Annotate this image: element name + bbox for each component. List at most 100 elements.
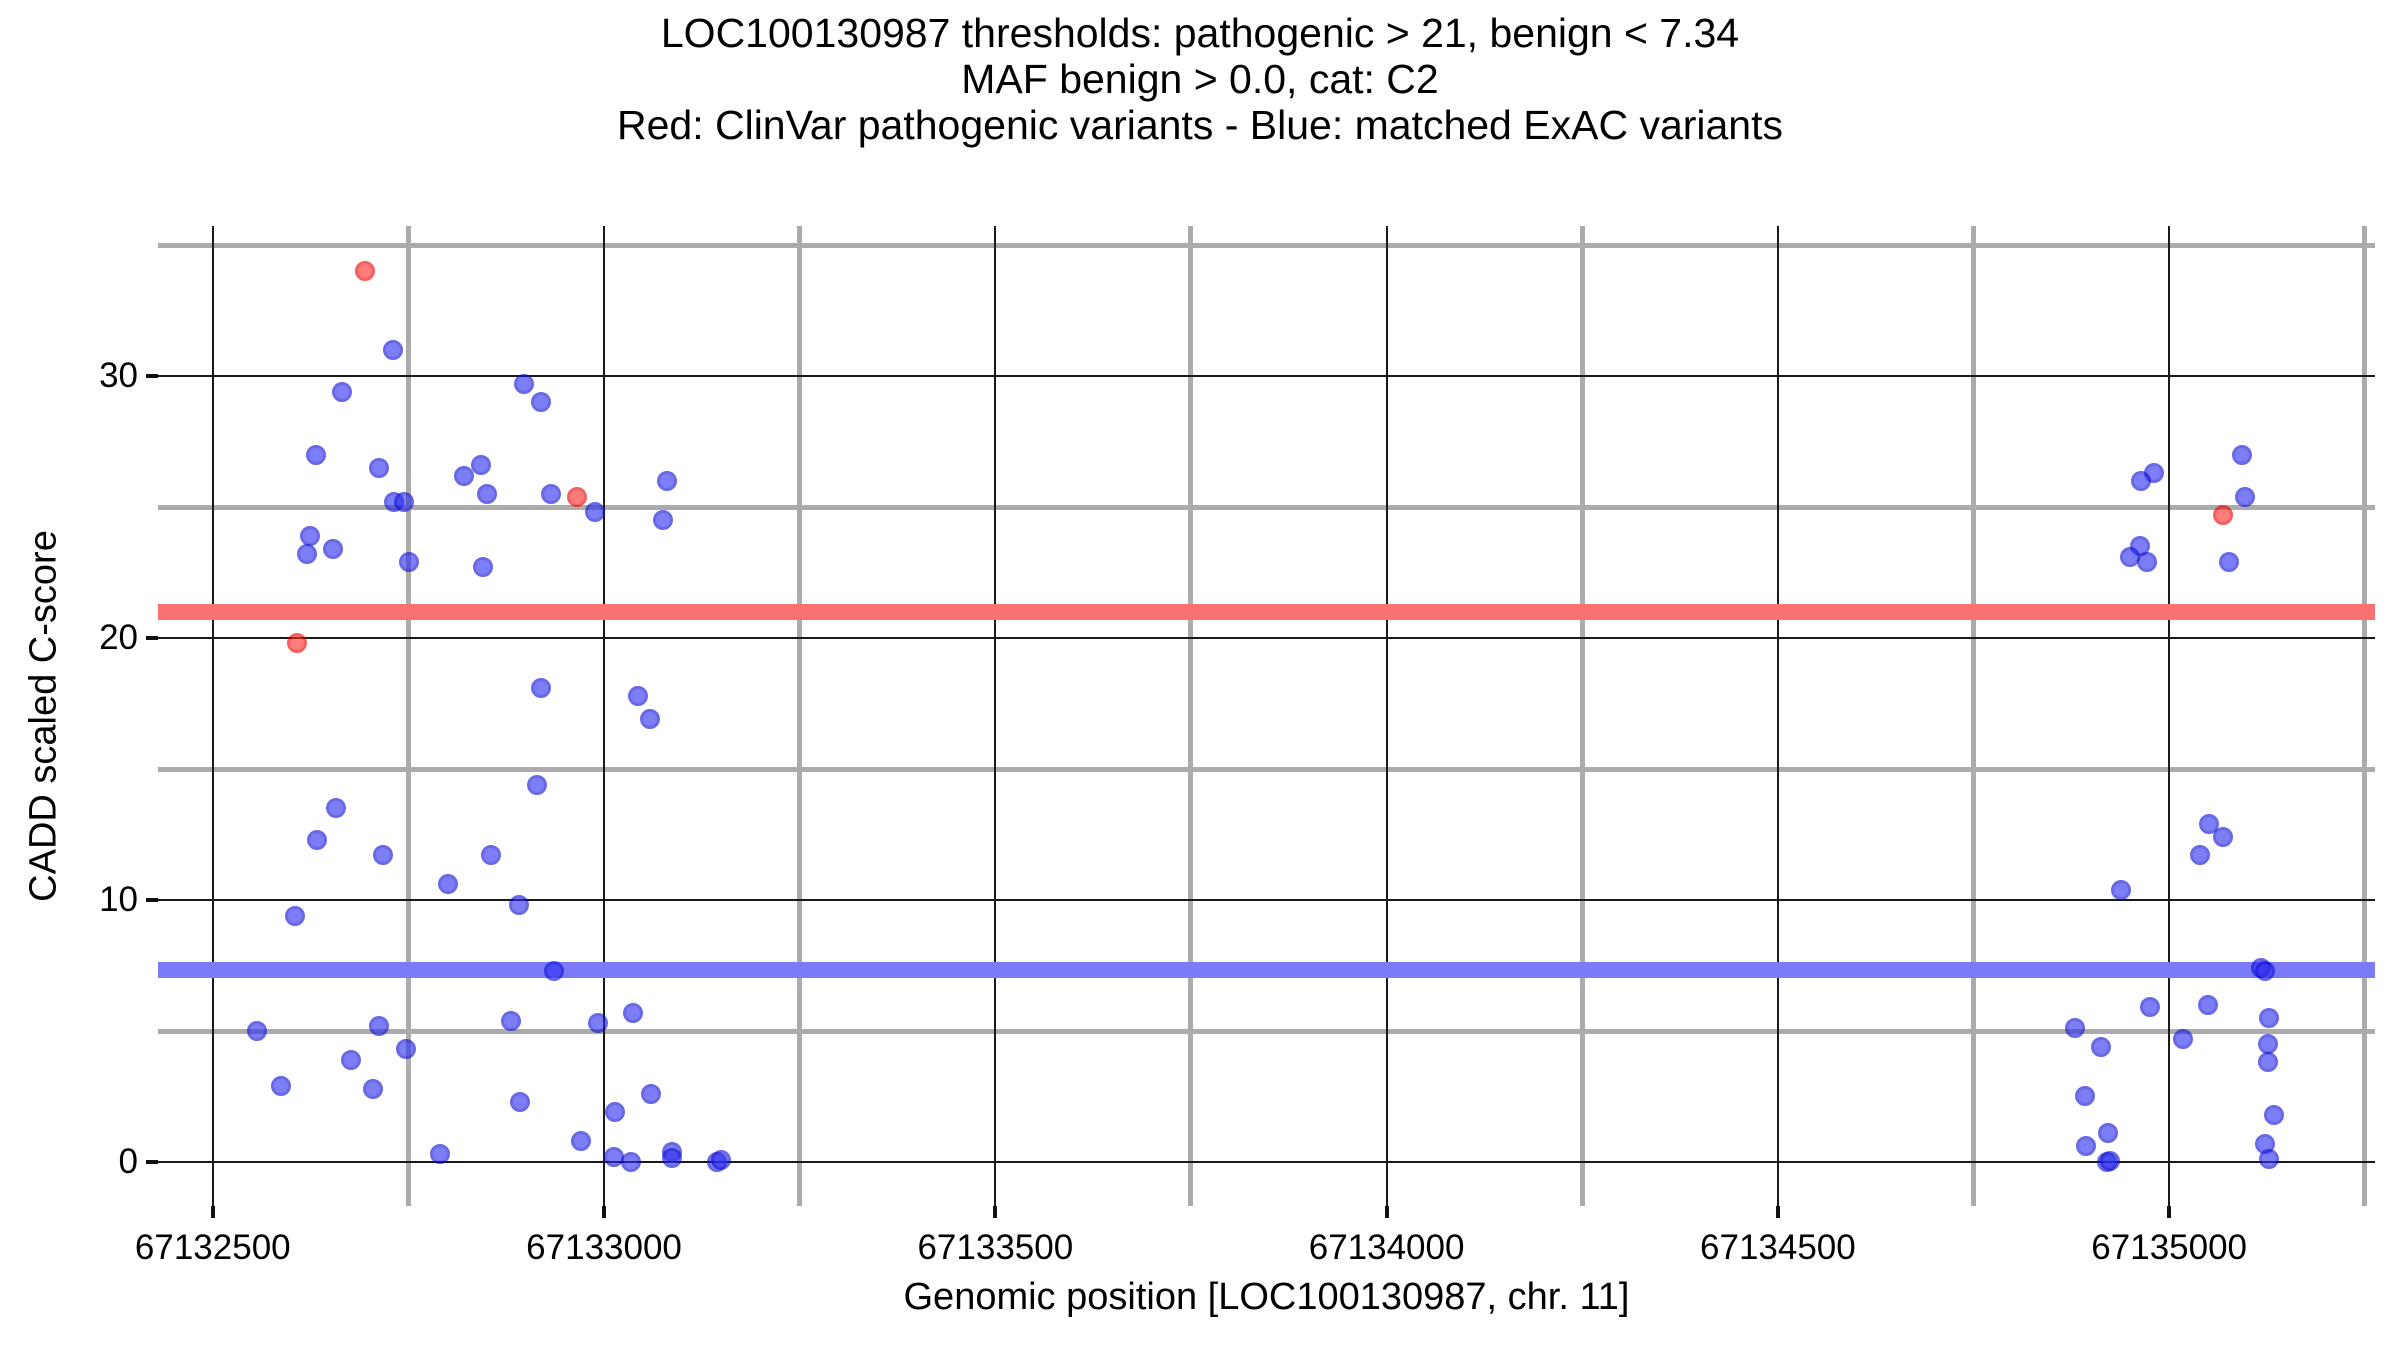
x-axis-tick-label: 67134000 (1308, 1228, 1465, 1267)
gridline-major-vertical (1385, 226, 1388, 1206)
data-point-red (567, 486, 588, 507)
threshold-band-benign (158, 961, 2375, 978)
data-point-blue (2219, 552, 2240, 573)
gridline-major-vertical (994, 226, 997, 1206)
gridline-minor-horizontal (158, 1028, 2375, 1034)
x-axis-tick (210, 1206, 215, 1218)
gridline-major-vertical (1776, 226, 1779, 1206)
x-axis-tick (1775, 1206, 1780, 1218)
x-axis-tick-label: 67133000 (526, 1228, 682, 1267)
data-point-blue (571, 1131, 592, 1152)
data-point-blue (540, 483, 561, 504)
data-point-blue (369, 1015, 390, 1036)
gridline-minor-vertical (797, 226, 803, 1206)
x-axis-tick-label: 67133500 (917, 1228, 1074, 1267)
data-point-blue (2235, 486, 2256, 507)
data-point-blue (284, 905, 305, 926)
x-axis-tick (993, 1206, 998, 1218)
data-point-blue (331, 381, 352, 402)
data-point-blue (323, 538, 344, 559)
x-axis-tick-label: 67134500 (1700, 1228, 1856, 1267)
gridline-minor-horizontal (158, 242, 2375, 248)
data-point-blue (526, 774, 547, 795)
data-point-blue (2098, 1123, 2119, 1144)
data-point-blue (363, 1078, 384, 1099)
data-point-blue (710, 1149, 731, 1170)
data-point-blue (530, 392, 551, 413)
data-point-blue (306, 444, 327, 465)
data-point-blue (514, 373, 535, 394)
data-point-blue (2075, 1086, 2096, 1107)
gridline-major-vertical (211, 226, 214, 1206)
data-point-blue (2259, 1007, 2280, 1028)
data-point-blue (2173, 1028, 2194, 1049)
data-point-blue (621, 1151, 642, 1172)
data-point-blue (2110, 879, 2131, 900)
data-point-blue (373, 845, 394, 866)
data-point-blue (2231, 444, 2252, 465)
data-point-blue (270, 1076, 291, 1097)
data-point-blue (438, 874, 459, 895)
data-point-blue (2137, 552, 2158, 573)
data-point-red (2213, 504, 2234, 525)
data-point-blue (508, 895, 529, 916)
data-point-blue (2264, 1104, 2285, 1125)
data-point-blue (2190, 845, 2211, 866)
data-point-blue (623, 1002, 643, 1023)
gridline-major-horizontal (158, 637, 2375, 640)
x-axis-tick (2167, 1206, 2172, 1218)
x-axis-label: Genomic position [LOC100130987, chr. 11] (903, 1276, 1630, 1318)
y-axis-tick-label: 30 (99, 356, 138, 396)
data-point-blue (652, 510, 673, 531)
y-axis-tick-label: 10 (99, 880, 138, 920)
gridline-minor-vertical (1188, 226, 1194, 1206)
data-point-red (355, 261, 376, 282)
plot-title-line-2: MAF benign > 0.0, cat: C2 (961, 56, 1439, 102)
data-point-blue (399, 552, 420, 573)
data-point-blue (543, 960, 564, 981)
data-point-blue (640, 709, 661, 730)
data-point-blue (297, 544, 318, 565)
y-axis-tick-label: 0 (118, 1141, 138, 1181)
data-point-blue (584, 502, 605, 523)
data-point-blue (393, 491, 414, 512)
data-point-blue (641, 1083, 661, 1104)
data-point-blue (2139, 997, 2160, 1018)
x-axis-tick (602, 1206, 607, 1218)
data-point-blue (2213, 827, 2234, 848)
data-point-blue (2257, 1052, 2278, 1073)
data-point-blue (2259, 1149, 2280, 1170)
data-point-blue (306, 829, 327, 850)
gridline-minor-vertical (405, 226, 411, 1206)
data-point-blue (429, 1144, 450, 1165)
gridline-minor-vertical (1971, 226, 1977, 1206)
data-point-blue (2099, 1150, 2120, 1171)
data-point-blue (299, 525, 320, 546)
data-point-blue (246, 1021, 267, 1041)
data-point-blue (657, 470, 678, 491)
data-point-blue (369, 457, 390, 478)
plot-panel: 0 10 20 30 67132500 67133000 67133500 67134000 6… (99, 226, 2375, 1266)
gridline-minor-horizontal (158, 766, 2375, 772)
data-point-blue (326, 798, 347, 819)
data-point-red (286, 633, 307, 654)
plot-title-line-1: LOC100130987 thresholds: pathogenic > 21… (660, 10, 1740, 56)
data-point-blue (2076, 1136, 2097, 1157)
data-point-blue (2065, 1018, 2086, 1039)
data-point-blue (472, 557, 493, 578)
data-point-blue (587, 1013, 608, 1034)
data-point-blue (453, 465, 474, 486)
gridline-major-horizontal (158, 375, 2375, 378)
data-point-blue (2091, 1036, 2112, 1057)
data-point-blue (500, 1010, 521, 1031)
threshold-band-pathogenic (158, 603, 2375, 620)
data-point-blue (480, 845, 501, 866)
data-point-blue (340, 1049, 361, 1070)
data-point-blue (605, 1102, 626, 1123)
data-point-blue (471, 455, 492, 476)
gridline-minor-vertical (1579, 226, 1585, 1206)
data-point-blue (2131, 470, 2151, 491)
gridline-minor-vertical (2362, 226, 2368, 1206)
data-point-blue (396, 1039, 417, 1060)
